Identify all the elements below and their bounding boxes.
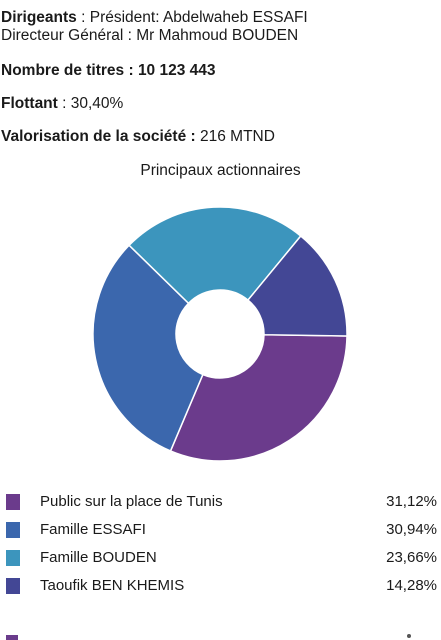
legend-item-essafi: Famille ESSAFI 30,94% (0, 520, 441, 542)
donut-chart (92, 206, 348, 462)
legend-item-bouden: Famille BOUDEN 23,66% (0, 548, 441, 570)
legend-value-bouden: 23,66% (386, 549, 437, 566)
flottant-line: Flottant : 30,40% (1, 95, 123, 113)
valorisation-label: Valorisation de la société : (1, 128, 196, 145)
donut-slice-khemis (246, 234, 348, 337)
dirigeants-label: Dirigeants (1, 9, 77, 26)
directeur-line: Directeur Général : Mr Mahmoud BOUDEN (1, 27, 299, 44)
dirigeants-line: Dirigeants : Président: Abdelwaheb ESSAF… (1, 9, 308, 27)
legend-label-essafi: Famille ESSAFI (40, 521, 146, 538)
valorisation-line: Valorisation de la société : 216 MTND (1, 128, 275, 146)
legend-item-khemis: Taoufik BEN KHEMIS 14,28% (0, 576, 441, 598)
donut-slice-essafi (92, 244, 204, 452)
legend-label-bouden: Famille BOUDEN (40, 549, 157, 566)
legend-value-khemis: 14,28% (386, 577, 437, 594)
legend-swatch-essafi (6, 522, 20, 538)
scroll-dot-icon (407, 634, 411, 638)
dirigeants-value: : Président: Abdelwaheb ESSAFI (76, 9, 308, 26)
legend-label-public: Public sur la place de Tunis (40, 493, 223, 510)
donut-slice-public (169, 333, 348, 462)
donut-slice-bouden (128, 206, 302, 305)
next-section-swatch (6, 635, 18, 640)
flottant-value: : 30,40% (57, 95, 124, 112)
legend-swatch-public (6, 494, 20, 510)
titres-line: Nombre de titres : 10 123 443 (1, 62, 216, 79)
legend-value-public: 31,12% (386, 493, 437, 510)
legend-value-essafi: 30,94% (386, 521, 437, 538)
chart-title: Principaux actionnaires (140, 162, 301, 179)
valorisation-value: 216 MTND (195, 128, 275, 145)
legend-swatch-khemis (6, 578, 20, 594)
legend-label-khemis: Taoufik BEN KHEMIS (40, 577, 185, 594)
flottant-label: Flottant (1, 95, 58, 112)
legend-item-public: Public sur la place de Tunis 31,12% (0, 492, 441, 514)
legend-swatch-bouden (6, 550, 20, 566)
